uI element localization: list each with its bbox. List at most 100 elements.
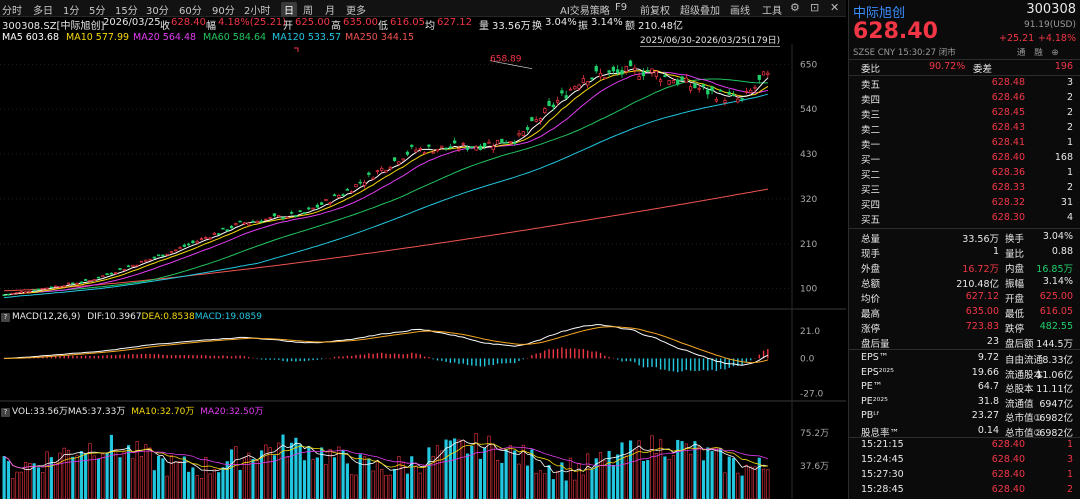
open-value: 625.00 [295,17,330,28]
fundamental-value: 23.27 [971,410,999,421]
candle-body [667,80,671,85]
date-range-selector[interactable]: 2025/06/30-2026/03/25(179日) [640,33,781,47]
ma60-line [4,78,768,296]
bid-row[interactable]: 买二 628.36 1 [849,167,1080,182]
fundamental-row: PBᴸᶠ 23.27 总市值① 6982亿 [849,410,1080,425]
level-label: 卖一 [861,140,881,151]
tong-link[interactable]: 通 [1017,48,1026,58]
stat-value: 482.55 [1039,321,1073,332]
max-annotation: 658.89 [490,55,522,65]
candle-body [114,272,118,275]
ask-row[interactable]: 卖五 628.48 3 [849,77,1080,92]
tick-price: 628.40 [991,484,1025,495]
period-tab[interactable]: 30分 [146,6,169,17]
macd-histogram-bar [222,355,224,359]
settings-icon[interactable]: ⚙ [790,1,800,14]
toolbar-button[interactable]: 超级叠加 [680,6,720,17]
candle-body [362,182,367,186]
period-tab[interactable]: 15分 [115,6,138,17]
ma10-line [4,69,769,296]
macd-histogram-bar [492,358,494,366]
bid-row[interactable]: 买一 628.40 168 [849,152,1080,167]
help-icon[interactable]: ? [1,313,10,322]
macd-histogram-bar [93,355,95,359]
macd-histogram-bar [342,356,344,359]
candle-body [616,69,620,73]
period-tab[interactable]: 2小时 [244,6,271,17]
level-label: 卖二 [861,125,881,136]
stat-value: 144.5万 [1036,339,1073,350]
ask-row[interactable]: 卖四 628.46 2 [849,92,1080,107]
candle-body [641,71,646,77]
candle-body [504,141,508,144]
candle-body [105,273,109,276]
bid-row[interactable]: 买三 628.33 2 [849,182,1080,197]
ask-row[interactable]: 卖三 628.45 2 [849,107,1080,122]
ask-row[interactable]: 卖一 628.41 1 [849,137,1080,152]
candle-body [397,161,401,165]
rong-link[interactable]: 融 [1034,48,1043,58]
candle-body [199,238,204,240]
period-tab[interactable]: 月 [325,6,335,17]
candle-body [264,218,268,221]
toolbar-button[interactable]: 画线 [730,6,750,17]
ma120-legend: MA120 533.57 [272,32,342,43]
volume-bar [182,456,186,499]
volume-bar [66,449,71,499]
add-icon[interactable]: ⊕ [1051,48,1059,58]
volume-bar [568,457,573,499]
volume-bar [307,445,311,499]
toolbar-button[interactable]: AI交易策略 [560,6,610,17]
candle-body [654,70,658,77]
toolbar-button[interactable]: 工具 [762,6,782,17]
macd-histogram-bar [578,349,580,359]
period-tab[interactable]: 90分 [212,6,235,17]
period-tab[interactable]: 周 [303,6,313,17]
vol-ma10-line [3,442,768,473]
stat-value: 210.48亿 [956,279,999,290]
toolbar-button[interactable]: F9 [615,2,628,13]
fullscreen-icon[interactable]: ⊡ [810,1,820,14]
candle-body [79,281,84,284]
period-tab[interactable]: 多日 [33,6,53,17]
candle-body [521,131,525,136]
candle-body [688,86,693,91]
macd-histogram-bar [84,355,87,359]
candle-body [405,151,410,155]
level-label: 买三 [861,185,881,196]
candle-body [551,104,555,108]
help-icon[interactable]: ? [1,408,10,417]
macd-value: MACD:19.0859 [194,312,262,322]
ask-row[interactable]: 卖二 628.43 2 [849,122,1080,137]
candle-body [148,258,152,261]
period-tab[interactable]: 日 [281,2,297,17]
volume-bar [684,443,688,499]
bid-row[interactable]: 买四 628.32 31 [849,197,1080,212]
toolbar-button[interactable]: 前复权 [640,6,670,17]
ma250-line [4,188,768,292]
period-tab[interactable]: 分时 [2,6,22,17]
high-value: 635.00 [343,17,378,28]
market-status-line: SZSE CNY 15:30:27 闭市 [853,46,956,58]
candle-body [508,141,513,144]
market-status: 闭市 [938,48,956,58]
candle-body [58,285,62,288]
fundamental-label: PE™ [861,381,883,392]
period-tab[interactable]: 5分 [89,6,106,17]
volume-bar [410,456,414,499]
ma5-line [4,68,769,296]
bid-row[interactable]: 买五 628.30 4 [849,212,1080,227]
candle-body [646,70,650,72]
kline-chart[interactable]: 100 210 320 430 540 650 658.89 21.0 0.0 -27.0 37.6… [0,0,846,499]
period-tab[interactable]: 1分 [63,6,80,17]
close-icon[interactable]: ✕ [830,1,840,14]
macd-histogram-bar [436,358,439,361]
volume-bar [646,460,650,499]
macd-histogram-bar [599,352,602,359]
period-tab[interactable]: 更多 [346,6,366,17]
period-tab[interactable]: 60分 [179,6,202,17]
fundamental-value: 0.14 [977,424,999,436]
amplitude-value: 3.14% [591,17,623,28]
crosshair-marker [294,47,299,52]
candle-body [234,223,238,226]
